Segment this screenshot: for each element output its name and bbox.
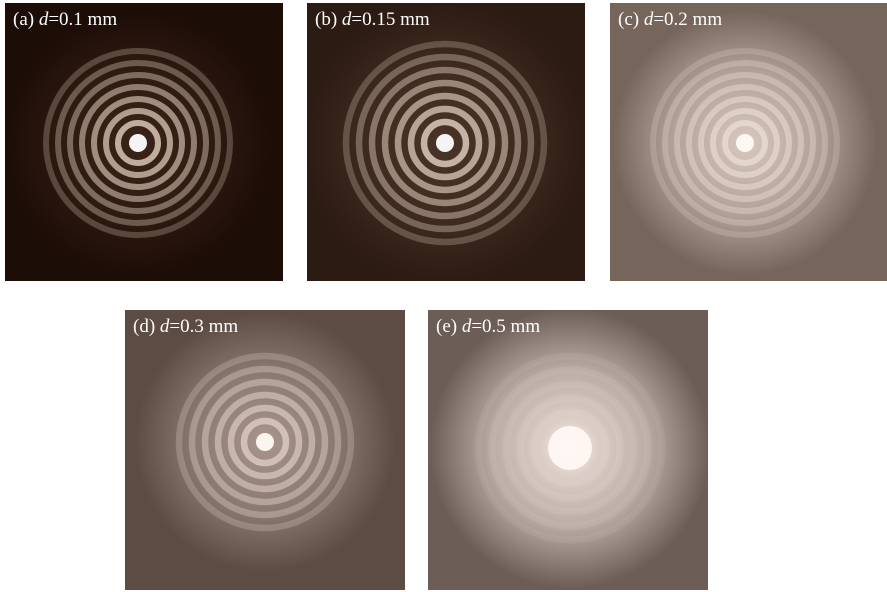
label-tag: (a) bbox=[13, 9, 34, 30]
center-spot bbox=[256, 433, 274, 451]
center-spot bbox=[736, 134, 754, 152]
label-rest: =0.3 mm bbox=[169, 316, 238, 337]
label-rest: =0.1 mm bbox=[48, 9, 117, 30]
label-rest: =0.15 mm bbox=[351, 9, 429, 30]
label-rest: =0.2 mm bbox=[653, 9, 722, 30]
label-tag: (d) bbox=[133, 316, 155, 337]
label-tag: (b) bbox=[315, 9, 337, 30]
center-spot bbox=[129, 134, 147, 152]
panel-label: (b) d=0.15 mm bbox=[315, 9, 430, 30]
panel-label: (d) d=0.3 mm bbox=[133, 316, 238, 337]
label-var: d bbox=[644, 9, 654, 30]
figure: (a) d=0.1 mm (b) d=0.15 mm (c) d=0.2 mm … bbox=[0, 0, 887, 592]
panel-label: (a) d=0.1 mm bbox=[13, 9, 117, 30]
label-var: d bbox=[160, 316, 170, 337]
panel: (e) d=0.5 mm bbox=[428, 310, 708, 590]
panel-label: (e) d=0.5 mm bbox=[436, 316, 540, 337]
panel: (a) d=0.1 mm bbox=[5, 3, 283, 281]
panel: (b) d=0.15 mm bbox=[307, 3, 585, 281]
center-spot bbox=[548, 426, 592, 470]
label-var: d bbox=[39, 9, 49, 30]
panel: (c) d=0.2 mm bbox=[610, 3, 887, 281]
label-tag: (c) bbox=[618, 9, 639, 30]
panel: (d) d=0.3 mm bbox=[125, 310, 405, 590]
label-tag: (e) bbox=[436, 316, 457, 337]
center-spot bbox=[436, 134, 454, 152]
label-rest: =0.5 mm bbox=[471, 316, 540, 337]
panel-label: (c) d=0.2 mm bbox=[618, 9, 722, 30]
label-var: d bbox=[342, 9, 352, 30]
label-var: d bbox=[462, 316, 472, 337]
